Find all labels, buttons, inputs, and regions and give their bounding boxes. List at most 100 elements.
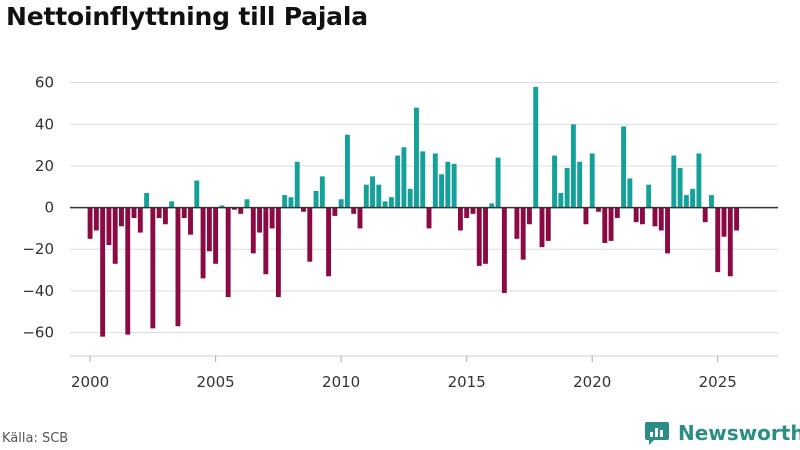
bar [288, 197, 294, 208]
y-tick-label: 60 [35, 74, 54, 92]
bar [702, 207, 708, 223]
bar [376, 184, 382, 208]
brand-logo: Newsworthy [644, 420, 800, 446]
bar [539, 207, 545, 248]
bar [257, 207, 263, 233]
bar [213, 207, 219, 264]
bar [470, 207, 476, 214]
bar [125, 207, 131, 335]
bar [652, 207, 658, 227]
bar [683, 195, 689, 208]
bar [188, 207, 193, 235]
bar [520, 207, 526, 260]
bar [250, 207, 256, 254]
bar [639, 207, 645, 225]
bar [489, 203, 495, 208]
chart-title: Nettoinflyttning till Pajala [6, 2, 368, 31]
bar [106, 207, 112, 246]
bar [144, 193, 150, 208]
bar [464, 207, 470, 218]
bar [671, 155, 677, 208]
bar [690, 188, 696, 208]
bar [351, 207, 357, 214]
y-tick-label: −60 [22, 324, 54, 342]
bar [338, 199, 344, 208]
bar [232, 207, 237, 210]
bar [514, 207, 520, 239]
x-axis: 2000 2005 2010 2015 2020 2025 [70, 355, 778, 391]
bar [225, 207, 231, 298]
bar [527, 207, 532, 225]
bar [583, 207, 589, 225]
bar [344, 134, 350, 208]
bar [457, 207, 463, 231]
bar [194, 180, 200, 208]
bar [621, 126, 627, 208]
bar [244, 199, 250, 208]
bar [175, 207, 181, 327]
x-tick-label: 2000 [71, 373, 109, 391]
bar [658, 207, 664, 231]
source-note: Källa: SCB [2, 431, 69, 446]
bar [445, 161, 451, 208]
bar [363, 184, 369, 208]
bar [370, 176, 375, 208]
bar [206, 207, 212, 252]
bar [727, 207, 733, 277]
bar [545, 207, 551, 241]
bar [420, 151, 426, 208]
bar [238, 207, 244, 214]
bar [476, 207, 482, 266]
y-tick-label: −40 [22, 282, 54, 300]
bar [150, 207, 156, 329]
y-tick-label: 20 [35, 157, 54, 175]
y-tick-label: −20 [22, 240, 54, 258]
bar [558, 193, 564, 208]
bar [696, 153, 702, 208]
bar [307, 207, 313, 262]
bar [162, 207, 168, 225]
bar [432, 153, 438, 208]
bar [401, 147, 407, 208]
newsworthy-logo-icon [645, 422, 669, 445]
bar [332, 207, 338, 216]
bar [570, 124, 576, 208]
bar [665, 207, 670, 254]
bar [589, 153, 595, 208]
bar [426, 207, 432, 229]
bar-series [87, 86, 740, 337]
brand-name: Newsworthy [678, 421, 800, 445]
bar [87, 207, 93, 239]
bar [596, 207, 601, 212]
bar [156, 207, 162, 218]
y-tick-label: 0 [44, 199, 54, 217]
bar [602, 207, 608, 243]
bar [414, 107, 419, 208]
bar [100, 207, 106, 337]
bar [501, 207, 507, 293]
bar [93, 207, 99, 231]
bar [483, 207, 488, 264]
bar [715, 207, 721, 273]
bar [407, 188, 413, 208]
bar [326, 207, 332, 277]
bar [646, 184, 652, 208]
bar [263, 207, 269, 275]
bar [564, 168, 570, 208]
bar [301, 207, 306, 212]
bar [200, 207, 206, 279]
bar [439, 174, 445, 208]
x-tick-label: 2015 [448, 373, 486, 391]
x-tick-label: 2020 [573, 373, 611, 391]
bar [677, 168, 683, 208]
bar [294, 161, 300, 208]
bar [552, 155, 558, 208]
bar [627, 178, 633, 208]
bar [112, 207, 118, 264]
bar [451, 163, 457, 208]
bar [181, 207, 187, 218]
bar [533, 86, 539, 208]
bar [633, 207, 639, 223]
bar [313, 190, 319, 208]
